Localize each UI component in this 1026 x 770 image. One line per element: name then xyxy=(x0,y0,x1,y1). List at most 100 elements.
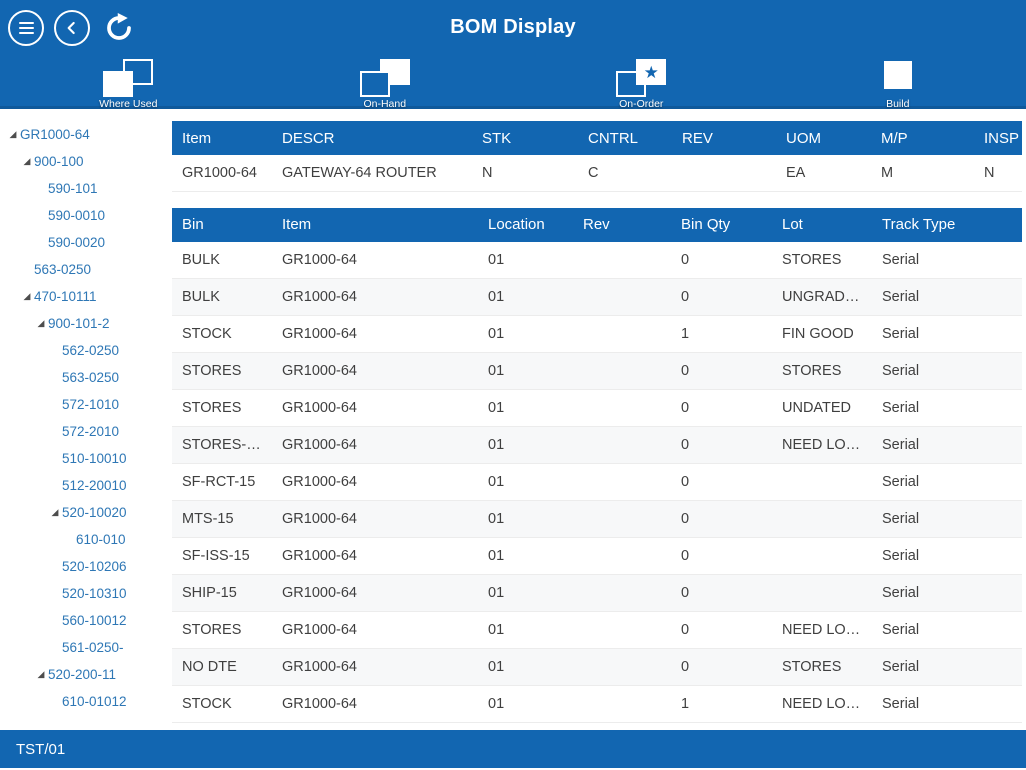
refresh-icon xyxy=(107,12,131,40)
table-cell xyxy=(573,241,671,279)
table-row[interactable]: BULK GR1000-64 01 0 UNGRADE... Serial xyxy=(172,278,1022,316)
table-row[interactable]: STORES GR1000-64 01 0 STORES Serial xyxy=(172,352,1022,390)
tree-item[interactable]: 610-010 xyxy=(0,526,170,553)
tree-item-label: 510-10010 xyxy=(62,451,127,466)
tree-item[interactable]: 560-10012 xyxy=(0,607,170,634)
content-area: ◢ GR1000-64 ◢ 900-100 590-101 590-0010 590-002… xyxy=(0,109,1026,730)
tree-item[interactable]: 561-0250- xyxy=(0,634,170,661)
table-cell: GR1000-64 xyxy=(272,574,478,612)
table-cell: Serial xyxy=(872,463,1022,501)
toolbar-label-build: Build xyxy=(886,98,910,110)
table-cell: 0 xyxy=(671,611,772,649)
tree-item[interactable]: 563-0250 xyxy=(0,364,170,391)
table-cell: 0 xyxy=(671,537,772,575)
toolbar-button-build[interactable]: Build xyxy=(818,55,978,110)
bin-table-body: BULK GR1000-64 01 0 STORES Serial BULK GR1000-6… xyxy=(172,241,1022,723)
table-row[interactable]: SF-ISS-15 GR1000-64 01 0 Serial xyxy=(172,537,1022,575)
tree-item[interactable]: 520-10206 xyxy=(0,553,170,580)
back-button[interactable] xyxy=(54,9,90,46)
toolbar-label-where-used: Where Used xyxy=(99,98,158,110)
table-cell: BULK xyxy=(172,241,272,279)
table-cell: GR1000-64 xyxy=(272,537,478,575)
tree-item[interactable]: ◢ 520-10020 xyxy=(0,499,170,526)
tree-item[interactable]: ◢ 900-100 xyxy=(0,148,170,175)
table-cell: Serial xyxy=(872,611,1022,649)
build-icon xyxy=(873,59,923,97)
column-header: M/P xyxy=(871,121,974,155)
table-cell: UNGRADE... xyxy=(772,278,872,316)
table-cell xyxy=(573,611,671,649)
column-header: Item xyxy=(172,121,272,155)
tree-item[interactable]: 572-2010 xyxy=(0,418,170,445)
tree-collapse-icon[interactable]: ◢ xyxy=(23,291,31,301)
table-cell: 01 xyxy=(478,463,573,501)
tree-item[interactable]: 590-101 xyxy=(0,175,170,202)
refresh-button[interactable] xyxy=(100,9,138,47)
table-cell: Serial xyxy=(872,426,1022,464)
tree-item[interactable]: ◢ 900-101-2 xyxy=(0,310,170,337)
tree-item-label: 520-200-11 xyxy=(48,667,117,682)
hamburger-menu-button[interactable] xyxy=(8,9,44,46)
tree-item[interactable]: 590-0020 xyxy=(0,229,170,256)
tree-collapse-icon[interactable]: ◢ xyxy=(23,156,31,166)
tree-item-label: 520-10310 xyxy=(62,586,127,601)
table-cell: STOCK xyxy=(172,315,272,353)
tree-item-label: 590-0020 xyxy=(48,235,106,250)
table-cell: Serial xyxy=(872,352,1022,390)
table-cell xyxy=(573,463,671,501)
table-row[interactable]: STORES GR1000-64 01 0 NEED LOT# Serial xyxy=(172,611,1022,649)
table-row[interactable]: MTS-15 GR1000-64 01 0 Serial xyxy=(172,500,1022,538)
tree-item[interactable]: ◢ 470-10111 xyxy=(0,283,170,310)
tree-item[interactable]: 520-10310 xyxy=(0,580,170,607)
table-cell: SF-ISS-15 xyxy=(172,537,272,575)
tree-collapse-icon[interactable]: ◢ xyxy=(37,669,45,679)
tree-collapse-icon[interactable]: ◢ xyxy=(9,129,17,139)
tree-item-label: GR1000-64 xyxy=(20,127,90,142)
tree-item[interactable]: 512-20010 xyxy=(0,472,170,499)
table-row[interactable]: GR1000-64 GATEWAY-64 ROUTER N C EA M N xyxy=(172,155,1022,192)
tree-item[interactable]: 572-1010 xyxy=(0,391,170,418)
table-cell xyxy=(573,574,671,612)
page-title: BOM Display xyxy=(450,16,576,38)
table-cell: GR1000-64 xyxy=(272,685,478,723)
table-row[interactable]: STORES GR1000-64 01 0 UNDATED Serial xyxy=(172,389,1022,427)
tree-item-label: 470-10111 xyxy=(34,289,97,304)
tree-item-label: 512-20010 xyxy=(62,478,127,493)
tree-item[interactable]: 590-0010 xyxy=(0,202,170,229)
table-cell: GATEWAY-64 ROUTER xyxy=(272,155,472,192)
icon-toolbar: Where Used On-Hand ★ On-Order Build xyxy=(0,55,1026,110)
table-cell: SF-RCT-15 xyxy=(172,463,272,501)
back-arrow-icon xyxy=(67,21,75,34)
tree-collapse-icon[interactable]: ◢ xyxy=(51,507,59,517)
tree-item[interactable]: 510-10010 xyxy=(0,445,170,472)
table-row[interactable]: BULK GR1000-64 01 0 STORES Serial xyxy=(172,241,1022,279)
tree-item[interactable]: 562-0250 xyxy=(0,337,170,364)
table-cell xyxy=(772,574,872,612)
star-icon: ★ xyxy=(643,62,659,82)
toolbar-button-on-order[interactable]: ★ On-Order xyxy=(561,55,721,110)
tree-item[interactable]: 610-01012 xyxy=(0,688,170,715)
table-cell: GR1000-64 xyxy=(272,648,478,686)
table-cell: 1 xyxy=(671,315,772,353)
table-row[interactable]: SF-RCT-15 GR1000-64 01 0 Serial xyxy=(172,463,1022,501)
toolbar-button-where-used[interactable]: Where Used xyxy=(48,55,208,110)
table-cell: Serial xyxy=(872,278,1022,316)
tree-item[interactable]: ◢ GR1000-64 xyxy=(0,121,170,148)
table-cell xyxy=(573,500,671,538)
table-row[interactable]: STOCK GR1000-64 01 1 NEED LOT# Serial xyxy=(172,685,1022,723)
table-cell: Serial xyxy=(872,389,1022,427)
table-row[interactable]: STOCK GR1000-64 01 1 FIN GOOD Serial xyxy=(172,315,1022,353)
table-row[interactable]: NO DTE GR1000-64 01 0 STORES Serial xyxy=(172,648,1022,686)
tree-item-label: 590-0010 xyxy=(48,208,106,223)
tree-item[interactable]: 563-0250 xyxy=(0,256,170,283)
tree-collapse-icon[interactable]: ◢ xyxy=(37,318,45,328)
toolbar-button-on-hand[interactable]: On-Hand xyxy=(305,55,465,110)
table-cell: GR1000-64 xyxy=(272,352,478,390)
table-cell: 0 xyxy=(671,648,772,686)
table-row[interactable]: SHIP-15 GR1000-64 01 0 Serial xyxy=(172,574,1022,612)
table-row[interactable]: STORES-16 GR1000-64 01 0 NEED LOT# Serial xyxy=(172,426,1022,464)
table-cell: 0 xyxy=(671,241,772,279)
table-cell xyxy=(772,537,872,575)
status-text: TST/01 xyxy=(16,740,66,758)
tree-item[interactable]: ◢ 520-200-11 xyxy=(0,661,170,688)
